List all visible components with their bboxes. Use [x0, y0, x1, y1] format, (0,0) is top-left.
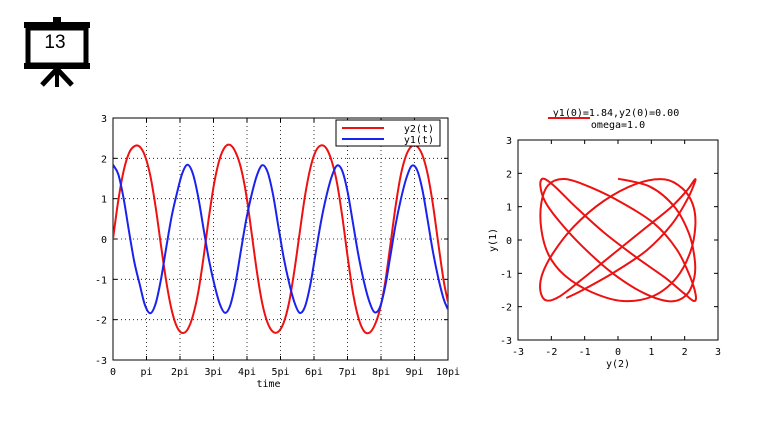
y-tick-label: -1 — [500, 269, 512, 280]
y-tick-label: -2 — [500, 303, 512, 314]
slide-number: 13 — [44, 32, 66, 53]
x-tick-label: pi — [140, 367, 152, 378]
x-tick-label: 3 — [715, 347, 721, 358]
x-tick-label: 5pi — [271, 367, 289, 378]
x-tick-label: 3pi — [204, 367, 222, 378]
x-tick-label: 2pi — [171, 367, 189, 378]
x-tick-label: 0 — [110, 367, 116, 378]
y-tick-label: -1 — [95, 275, 107, 286]
x-tick-label: 9pi — [405, 367, 423, 378]
x-axis-label: time — [256, 379, 280, 390]
x-tick-label: 4pi — [238, 367, 256, 378]
y-tick-label: -2 — [95, 316, 107, 327]
y-tick-label: 3 — [101, 114, 107, 125]
phase-orbit-line — [539, 177, 697, 303]
legend-label: y1(t) — [404, 135, 434, 146]
chart-subtitle: omega=1.0 — [591, 120, 645, 131]
y-tick-label: 1 — [101, 195, 107, 206]
y-axis-label: y(1) — [488, 228, 499, 252]
x-tick-label: 10pi — [436, 367, 460, 378]
x-tick-label: -3 — [512, 347, 524, 358]
y-tick-label: 2 — [101, 154, 107, 165]
y-tick-label: 3 — [506, 136, 512, 147]
x-tick-label: 7pi — [338, 367, 356, 378]
x-tick-label: -1 — [579, 347, 591, 358]
x-tick-label: 1 — [648, 347, 654, 358]
y-tick-label: -3 — [500, 336, 512, 347]
presentation-board-icon — [24, 17, 90, 87]
legend-box — [335, 119, 441, 147]
series-line-y2t — [113, 143, 448, 335]
x-tick-label: 2 — [682, 347, 688, 358]
series-line-y1t — [113, 163, 448, 315]
y-tick-label: -3 — [95, 356, 107, 367]
x-axis-label: y(2) — [606, 359, 630, 370]
y-tick-label: 1 — [506, 203, 512, 214]
y-tick-label: 2 — [506, 169, 512, 180]
x-tick-label: 0 — [615, 347, 621, 358]
y-tick-label: 0 — [506, 236, 512, 247]
legend-label: y2(t) — [404, 124, 434, 135]
y-tick-label: 0 — [101, 235, 107, 246]
x-tick-label: 6pi — [305, 367, 323, 378]
x-tick-label: -2 — [545, 347, 557, 358]
plot-frame — [517, 139, 719, 341]
x-tick-label: 8pi — [372, 367, 390, 378]
chart-title: y1(0)=1.84,y2(0)=0.00 — [553, 108, 679, 119]
